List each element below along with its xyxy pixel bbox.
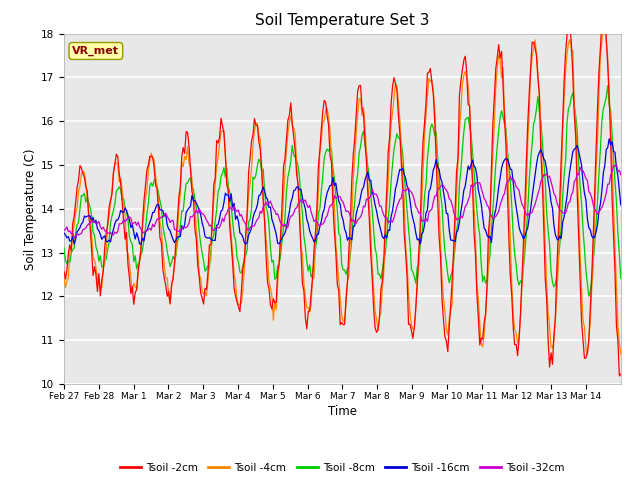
X-axis label: Time: Time [328,405,357,418]
Legend: Tsoil -2cm, Tsoil -4cm, Tsoil -8cm, Tsoil -16cm, Tsoil -32cm: Tsoil -2cm, Tsoil -4cm, Tsoil -8cm, Tsoi… [116,458,569,477]
Y-axis label: Soil Temperature (C): Soil Temperature (C) [24,148,37,270]
Text: VR_met: VR_met [72,46,119,56]
Title: Soil Temperature Set 3: Soil Temperature Set 3 [255,13,429,28]
